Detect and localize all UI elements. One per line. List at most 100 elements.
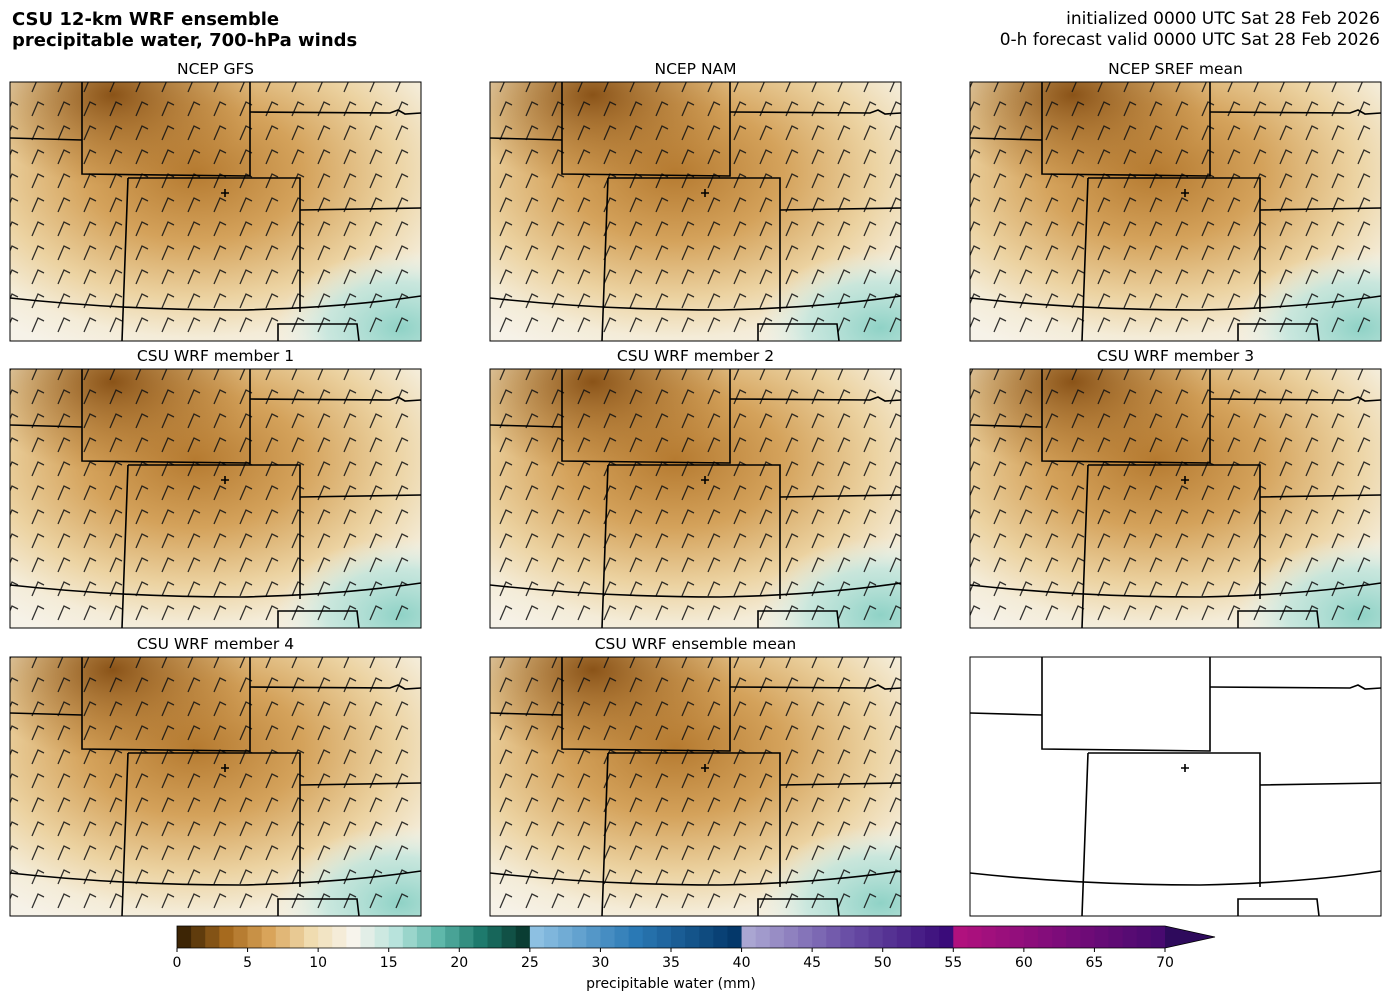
colorbar-bin xyxy=(1094,926,1110,948)
colorbar-bin xyxy=(360,926,376,948)
colorbar-tick-label: 50 xyxy=(874,955,892,971)
wind-barbs xyxy=(10,82,421,341)
colorbar-bin xyxy=(755,926,771,948)
colorbar-tick-label: 15 xyxy=(380,955,398,971)
panel-frame xyxy=(489,656,902,917)
colorbar-bin xyxy=(388,926,404,948)
colorbar-bin xyxy=(459,926,474,948)
colorbar-bin xyxy=(346,926,361,948)
colorbar-bin xyxy=(304,926,319,948)
colorbar-tick-label: 45 xyxy=(803,955,821,971)
colorbar-bin xyxy=(939,926,954,948)
colorbar-bin xyxy=(233,926,249,948)
panel-title: CSU WRF member 4 xyxy=(137,635,294,653)
colorbar-tick-label: 30 xyxy=(592,955,610,971)
title-line: CSU 12-km WRF ensemble xyxy=(12,9,279,30)
panel-title: NCEP SREF mean xyxy=(1108,60,1243,78)
colorbar-bin xyxy=(699,926,714,948)
title-line: precipitable water, 700-hPa winds xyxy=(12,30,357,51)
panel-frame xyxy=(489,368,902,629)
panel-frame xyxy=(969,81,1382,342)
panel-frame xyxy=(969,368,1382,629)
colorbar-bin xyxy=(487,926,503,948)
colorbar-bin xyxy=(572,926,587,948)
colorbar-bin xyxy=(219,926,234,948)
panel-title: CSU WRF ensemble mean xyxy=(595,635,797,653)
colorbar-bin xyxy=(769,926,785,948)
wind-barbs xyxy=(10,369,421,628)
colorbar-bin xyxy=(685,926,700,948)
map-panel: NCEP SREF mean xyxy=(969,60,1382,342)
colorbar-bin xyxy=(1080,926,1095,948)
wind-barbs xyxy=(10,657,421,916)
colorbar-tick-label: 25 xyxy=(521,955,539,971)
colorbar-bin xyxy=(656,926,672,948)
colorbar-bin xyxy=(445,926,460,948)
colorbar-bin xyxy=(671,926,686,948)
colorbar-bin xyxy=(642,926,658,948)
colorbar-bin xyxy=(1122,926,1138,948)
colorbar-tick-label: 0 xyxy=(173,955,182,971)
map-panel: CSU WRF member 4 xyxy=(9,635,422,917)
state-borders xyxy=(970,657,1381,916)
colorbar-bin xyxy=(600,926,616,948)
colorbar-tick-label: 35 xyxy=(662,955,680,971)
map-panel: CSU WRF member 1 xyxy=(9,347,422,629)
map-panel: NCEP GFS xyxy=(9,60,422,342)
colorbar-tick-label: 65 xyxy=(1086,955,1104,971)
wind-barbs xyxy=(490,657,901,916)
colorbar-bin xyxy=(628,926,644,948)
colorbar-bin xyxy=(910,926,926,948)
panel-frame xyxy=(969,656,1382,917)
colorbar-bin xyxy=(473,926,489,948)
colorbar-bin xyxy=(529,926,545,948)
panel-title: NCEP NAM xyxy=(654,60,736,78)
colorbar-bin xyxy=(953,926,968,948)
panel-frame xyxy=(489,81,902,342)
colorbar-extend xyxy=(1165,926,1215,948)
map-panel: CSU WRF ensemble mean xyxy=(489,635,902,917)
colorbar-bin xyxy=(741,926,757,948)
colorbar-bin xyxy=(713,926,728,948)
map-panel xyxy=(969,656,1382,917)
colorbar-bin xyxy=(543,926,559,948)
colorbar-bin xyxy=(925,926,940,948)
colorbar-bin xyxy=(515,926,531,948)
map-panel: CSU WRF member 3 xyxy=(969,347,1382,629)
colorbar-bin xyxy=(1108,926,1124,948)
panel-frame xyxy=(9,656,422,917)
colorbar-bin xyxy=(981,926,997,948)
colorbar-bin xyxy=(826,926,841,948)
panel-title: NCEP GFS xyxy=(177,60,254,78)
colorbar-bin xyxy=(1037,926,1053,948)
colorbar-bin xyxy=(177,926,192,948)
panel-frame xyxy=(9,368,422,629)
colorbar-bin xyxy=(558,926,573,948)
colorbar-bin xyxy=(967,926,983,948)
colorbar-bin xyxy=(501,926,517,948)
colorbar-bin xyxy=(840,926,855,948)
colorbar-bin xyxy=(402,926,418,948)
colorbar-tick-label: 40 xyxy=(733,955,751,971)
colorbar-outline xyxy=(176,925,1216,949)
info-line: 0-h forecast valid 0000 UTC Sat 28 Feb 2… xyxy=(1000,30,1380,50)
colorbar-bin xyxy=(882,926,898,948)
panel-title: CSU WRF member 3 xyxy=(1097,347,1254,365)
colorbar-bin xyxy=(783,926,799,948)
map-panel: NCEP NAM xyxy=(489,60,902,342)
colorbar-tick-label: 70 xyxy=(1156,955,1174,971)
colorbar-bin xyxy=(205,926,220,948)
colorbar-label: precipitable water (mm) xyxy=(586,976,756,992)
colorbar-bin xyxy=(247,926,263,948)
wind-barbs xyxy=(490,82,901,341)
colorbar-bin xyxy=(995,926,1011,948)
colorbar-bin xyxy=(812,926,827,948)
panel-frame xyxy=(9,81,422,342)
colorbar-bin xyxy=(1052,926,1067,948)
wind-barbs xyxy=(970,82,1381,341)
panel-title: CSU WRF member 2 xyxy=(617,347,774,365)
wind-barbs xyxy=(970,369,1381,628)
colorbar-bin xyxy=(261,926,277,948)
panel-title: CSU WRF member 1 xyxy=(137,347,294,365)
